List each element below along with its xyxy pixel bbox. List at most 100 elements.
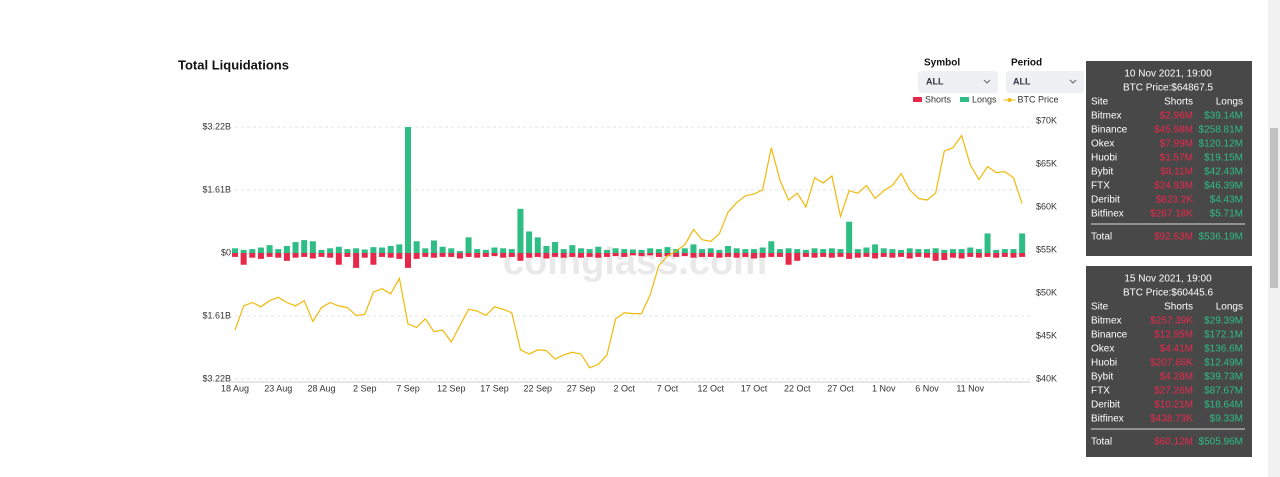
tooltip-cell: $42.43M: [1204, 167, 1243, 178]
symbol-select[interactable]: [918, 71, 998, 93]
tooltip-cell: $4.41M: [1160, 344, 1193, 355]
tooltip-cell: $267.18K: [1150, 209, 1193, 220]
bar: [906, 248, 913, 253]
bar: [811, 253, 818, 258]
bar: [396, 253, 403, 259]
bar: [474, 249, 481, 253]
bar: [776, 249, 783, 253]
bar: [335, 246, 342, 253]
bar: [751, 249, 757, 253]
bar: [500, 248, 507, 253]
tooltip-cell: $4.43M: [1210, 195, 1243, 206]
tooltip-cell: $29.39M: [1204, 316, 1243, 327]
tooltip-cell: $12.95M: [1154, 330, 1193, 341]
bar: [517, 253, 524, 261]
bar: [742, 253, 749, 257]
bar: [924, 249, 930, 253]
x-tick-label: 18 Aug: [221, 383, 249, 393]
tooltip-header: Longs: [1216, 97, 1243, 108]
bar: [569, 245, 576, 253]
bar: [474, 253, 481, 258]
tooltip-cell: $438.73K: [1150, 414, 1193, 425]
tooltip-cell: FTX: [1091, 181, 1110, 192]
tooltip-cell: Huobi: [1091, 153, 1117, 164]
bar: [309, 241, 316, 253]
tooltip-cell: Okex: [1091, 344, 1114, 355]
bar: [716, 249, 723, 253]
bar: [465, 253, 472, 257]
y2-tick-label: $40K: [1036, 373, 1057, 383]
bar: [828, 253, 835, 258]
bar: [751, 253, 757, 259]
tooltip-total: Total: [1091, 437, 1112, 448]
legend-label[interactable]: Shorts: [925, 94, 952, 104]
bar: [552, 242, 559, 253]
bar: [361, 253, 368, 258]
price-line: [234, 134, 1023, 369]
bar: [232, 248, 238, 253]
bar: [318, 249, 325, 253]
bar: [949, 249, 956, 253]
x-tick-label: 1 Nov: [872, 383, 896, 393]
bar: [578, 253, 584, 258]
tooltip-cell: Huobi: [1091, 358, 1117, 369]
bar: [863, 253, 870, 257]
bar: [699, 253, 706, 257]
bar: [1010, 253, 1017, 258]
legend-label[interactable]: BTC Price: [1018, 94, 1059, 104]
bar: [872, 253, 879, 259]
bar: [448, 248, 455, 253]
bar: [733, 253, 740, 258]
x-tick-label: 28 Aug: [307, 383, 335, 393]
period-select[interactable]: [1006, 71, 1084, 93]
bar: [802, 249, 809, 253]
bar: [318, 253, 325, 257]
y2-tick-label: $70K: [1036, 115, 1057, 125]
bar: [301, 253, 308, 257]
bar: [699, 249, 706, 253]
bar: [681, 248, 688, 253]
bar: [413, 253, 420, 259]
tooltip-cell: Okex: [1091, 139, 1114, 150]
bar: [301, 240, 308, 253]
bar: [854, 249, 861, 253]
bar: [785, 253, 792, 265]
tooltip-cell: $24.93M: [1154, 181, 1193, 192]
bar: [655, 249, 662, 253]
bar: [379, 253, 386, 257]
bar: [794, 249, 801, 253]
bar: [405, 253, 411, 268]
x-tick-label: 23 Aug: [264, 383, 292, 393]
bar: [612, 253, 619, 257]
tooltip-header: Shorts: [1164, 97, 1193, 108]
tooltip-total: $505.96M: [1199, 437, 1243, 448]
tooltip-bg: [1086, 266, 1252, 457]
x-tick-label: 17 Sep: [480, 383, 509, 393]
bar: [733, 248, 740, 253]
bar: [629, 249, 636, 253]
bar: [820, 249, 827, 253]
tooltip-cell: $120.12M: [1199, 139, 1243, 150]
legend-label[interactable]: Longs: [972, 94, 997, 104]
bar: [283, 245, 290, 253]
x-tick-label: 22 Sep: [523, 383, 552, 393]
tooltip-cell: Deribit: [1091, 400, 1120, 411]
bar: [880, 253, 887, 257]
bar: [984, 253, 991, 257]
x-tick-label: 6 Nov: [915, 383, 939, 393]
scroll-thumb[interactable]: [1270, 128, 1278, 288]
tooltip-cell: FTX: [1091, 386, 1110, 397]
bar: [716, 253, 723, 258]
bar: [664, 253, 671, 257]
tooltip-cell: Binance: [1091, 125, 1128, 136]
bar: [984, 233, 991, 253]
tooltip-cell: $27.26M: [1154, 386, 1193, 397]
tooltip-cell: $87.67M: [1204, 386, 1243, 397]
bar: [240, 249, 247, 253]
chevron: [983, 79, 991, 84]
bar: [422, 253, 429, 257]
tooltip-cell: $19.15M: [1204, 153, 1243, 164]
bar: [621, 249, 628, 253]
bar: [707, 248, 714, 253]
